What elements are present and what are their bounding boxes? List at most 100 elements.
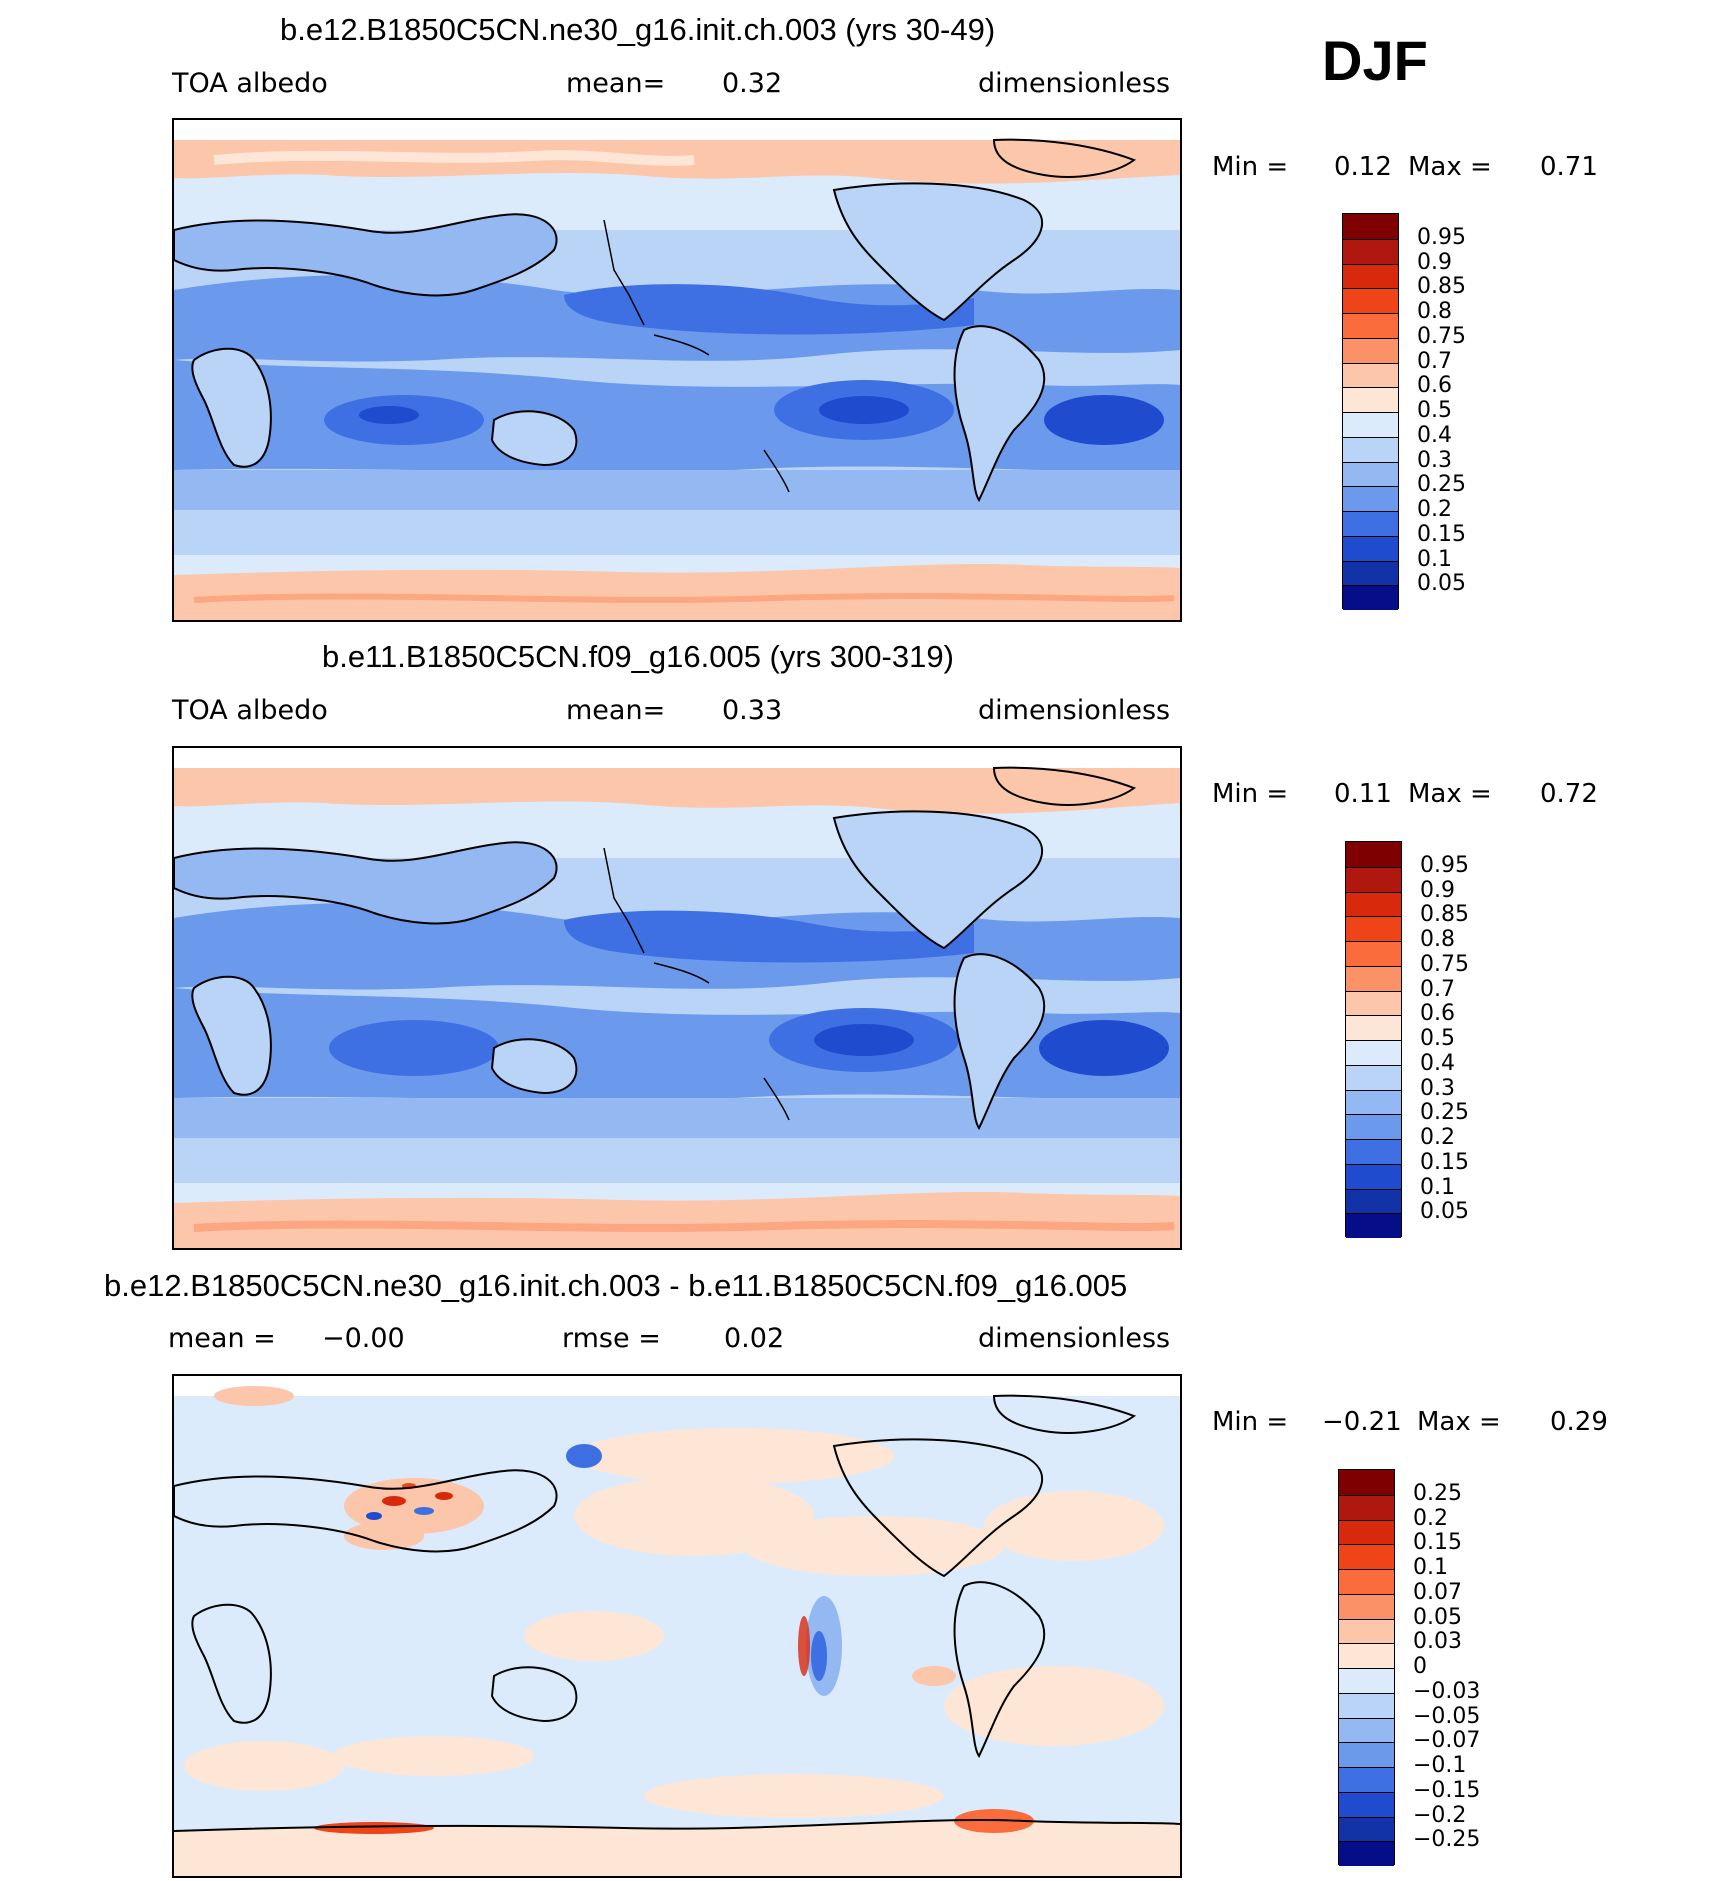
colorbar-tick-label: 0.25	[1413, 1480, 1462, 1506]
panel1-max-value: 0.71	[1540, 152, 1598, 182]
colorbar-tick-label: 0.5	[1420, 1026, 1455, 1051]
colorbar-swatch	[1346, 941, 1401, 966]
colorbar-tick-label: 0.6	[1417, 373, 1452, 399]
colorbar-swatch	[1343, 486, 1398, 511]
colorbar-swatch	[1346, 965, 1401, 991]
panel2-min-value: 0.11	[1334, 779, 1392, 809]
colorbar-swatch	[1346, 1040, 1401, 1065]
panel3-max-value: 0.29	[1550, 1407, 1608, 1437]
panel2-map	[172, 746, 1182, 1250]
panel3-colorbar-swatches	[1338, 1469, 1395, 1866]
colorbar-tick-label: 0.1	[1420, 1174, 1455, 1200]
panel2-max-label: Max =	[1408, 779, 1492, 809]
colorbar-swatch	[1343, 238, 1398, 264]
colorbar-swatch	[1339, 1742, 1394, 1767]
colorbar-tick-label: 0.15	[1417, 521, 1466, 547]
colorbar-swatch	[1343, 214, 1398, 239]
colorbar-swatch	[1339, 1717, 1394, 1743]
colorbar-swatch	[1339, 1841, 1394, 1866]
colorbar-swatch	[1343, 288, 1398, 313]
colorbar-tick-label: 0.7	[1420, 976, 1455, 1002]
colorbar-tick-label: 0.1	[1417, 546, 1452, 572]
panel3-map	[172, 1374, 1182, 1878]
colorbar-tick-label: 0.75	[1420, 951, 1469, 977]
panel3-min-value: −0.21	[1322, 1407, 1402, 1437]
panel3-max-label: Max =	[1417, 1407, 1501, 1437]
colorbar-swatch	[1343, 560, 1398, 586]
colorbar-tick-label: −0.15	[1413, 1777, 1481, 1803]
colorbar-swatch	[1343, 362, 1398, 388]
colorbar-swatch	[1339, 1470, 1394, 1495]
colorbar-tick-label: 0.95	[1420, 852, 1469, 878]
colorbar-swatch	[1339, 1668, 1394, 1693]
colorbar-swatch	[1346, 990, 1401, 1016]
colorbar-swatch	[1346, 866, 1401, 892]
colorbar-tick-label: 0.05	[1413, 1604, 1462, 1630]
colorbar-tick-label: 0.05	[1417, 571, 1466, 597]
panel3-mean-value: −0.00	[322, 1323, 405, 1354]
colorbar-tick-label: 0.8	[1420, 927, 1455, 952]
colorbar-swatch	[1346, 842, 1401, 867]
colorbar-tick-label: 0.9	[1420, 877, 1455, 903]
colorbar-swatch	[1339, 1569, 1394, 1594]
colorbar-tick-label: 0.1	[1413, 1555, 1448, 1580]
colorbar-tick-label: 0.75	[1417, 323, 1466, 349]
colorbar-tick-label: 0.15	[1420, 1149, 1469, 1175]
panel3-mean-label: mean =	[168, 1323, 276, 1354]
colorbar-tick-label: −0.2	[1413, 1802, 1467, 1828]
colorbar-tick-label: 0.4	[1420, 1050, 1455, 1076]
panel3-rmse-value: 0.02	[724, 1323, 785, 1354]
panel1-title: b.e12.B1850C5CN.ne30_g16.init.ch.003 (yr…	[280, 12, 996, 47]
colorbar-tick-label: 0.6	[1420, 1001, 1455, 1027]
colorbar-tick-label: −0.05	[1413, 1703, 1481, 1729]
colorbar-swatch	[1343, 535, 1398, 561]
colorbar-swatch	[1343, 313, 1398, 338]
colorbar-swatch	[1343, 387, 1398, 412]
colorbar-tick-label: 0.7	[1417, 348, 1452, 374]
colorbar-swatch	[1339, 1519, 1394, 1545]
panel1-mean-label: mean=	[566, 68, 666, 99]
panel3-rmse-label: rmse =	[562, 1323, 661, 1354]
colorbar-swatch	[1343, 511, 1398, 536]
colorbar-swatch	[1346, 1139, 1401, 1164]
colorbar-swatch	[1346, 1114, 1401, 1139]
colorbar-swatch	[1339, 1544, 1394, 1569]
panel2-min-label: Min =	[1212, 779, 1289, 809]
colorbar-tick-label: 0.15	[1413, 1530, 1462, 1556]
colorbar-swatch	[1339, 1791, 1394, 1817]
colorbar-tick-label: 0.85	[1420, 902, 1469, 928]
panel1-map	[172, 118, 1182, 622]
colorbar-tick-label: 0.95	[1417, 224, 1466, 250]
colorbar-swatch	[1339, 1816, 1394, 1842]
panel1-variable-label: TOA albedo	[172, 68, 328, 99]
panel3-title: b.e12.B1850C5CN.ne30_g16.init.ch.003 - b…	[104, 1268, 1128, 1303]
colorbar-swatch	[1346, 1089, 1401, 1115]
colorbar-tick-label: 0.8	[1417, 299, 1452, 324]
panel2-max-value: 0.72	[1540, 779, 1598, 809]
colorbar-swatch	[1343, 337, 1398, 363]
colorbar-tick-label: 0.2	[1417, 497, 1452, 522]
colorbar-swatch	[1339, 1643, 1394, 1668]
panel2-mean-value: 0.33	[722, 695, 783, 726]
colorbar-tick-label: −0.03	[1413, 1678, 1481, 1704]
colorbar-swatch	[1346, 1188, 1401, 1214]
colorbar-swatch	[1339, 1618, 1394, 1644]
colorbar-tick-label: 0.05	[1420, 1199, 1469, 1225]
panel2-mean-label: mean=	[566, 695, 666, 726]
panel3-min-label: Min =	[1212, 1407, 1289, 1437]
panel1-min-label: Min =	[1212, 152, 1289, 182]
panel2-colorbar-swatches	[1345, 841, 1402, 1238]
colorbar-swatch	[1339, 1692, 1394, 1718]
colorbar-tick-label: −0.07	[1413, 1728, 1481, 1754]
colorbar-tick-label: 0.2	[1413, 1505, 1448, 1531]
panel1-min-value: 0.12	[1334, 152, 1392, 182]
colorbar-swatch	[1339, 1593, 1394, 1619]
colorbar-swatch	[1339, 1494, 1394, 1520]
colorbar-tick-label: 0.25	[1417, 472, 1466, 498]
colorbar-swatch	[1343, 585, 1398, 610]
panel2-title: b.e11.B1850C5CN.f09_g16.005 (yrs 300-319…	[322, 639, 954, 674]
colorbar-swatch	[1346, 891, 1401, 917]
colorbar-tick-label: 0.03	[1413, 1629, 1462, 1655]
panel2-units-label: dimensionless	[978, 695, 1171, 726]
colorbar-tick-label: 0.9	[1417, 249, 1452, 275]
